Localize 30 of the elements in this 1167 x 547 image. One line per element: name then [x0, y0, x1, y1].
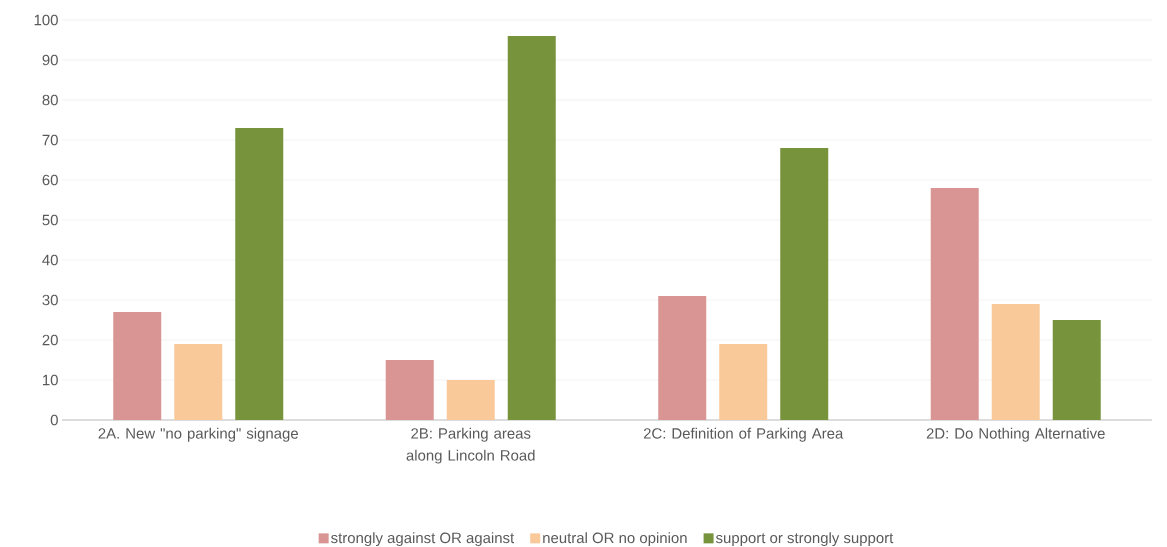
y-tick-label: 50 — [42, 214, 58, 226]
legend-label: neutral OR no opinion — [543, 532, 687, 547]
bar — [780, 148, 829, 420]
y-tick-label: 30 — [42, 294, 58, 306]
bar — [507, 36, 556, 420]
y-tick-label: 80 — [42, 94, 58, 106]
bar — [930, 188, 979, 420]
bar — [1052, 320, 1101, 420]
x-tick-label: 2B: Parking areas along Lincoln Road — [406, 427, 535, 464]
y-tick-label: 60 — [42, 174, 58, 186]
bar — [658, 296, 707, 420]
y-tick-label: 90 — [42, 54, 58, 66]
y-tick-label: 100 — [34, 14, 58, 26]
bar — [446, 380, 495, 420]
y-tick-label: 10 — [43, 374, 58, 386]
x-tick-label: 2D: Do Nothing Alternative — [926, 427, 1105, 442]
legend-label: strongly against OR against — [331, 532, 515, 547]
bar — [385, 360, 434, 420]
bar — [235, 128, 284, 420]
y-tick-label: 0 — [50, 414, 58, 426]
y-tick-label: 40 — [42, 254, 58, 266]
bar — [113, 312, 162, 420]
y-tick-label: 20 — [42, 334, 58, 346]
legend-label: support or strongly support — [715, 532, 894, 547]
bar — [174, 344, 223, 420]
x-tick-label: 2C: Definition of Parking Area — [643, 427, 844, 442]
bar — [991, 304, 1040, 420]
x-tick-label: 2A. New "no parking" signage — [98, 427, 298, 442]
y-tick-label: 70 — [42, 134, 58, 146]
bar — [719, 344, 768, 420]
